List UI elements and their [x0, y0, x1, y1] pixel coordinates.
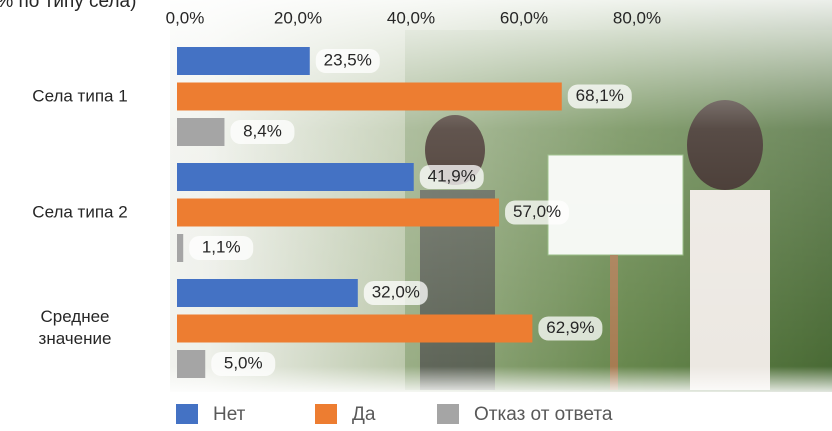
value-label: 23,5% [324, 50, 372, 69]
value-label: 57,0% [513, 202, 561, 221]
bar [177, 350, 205, 378]
value-label: 32,0% [372, 282, 420, 301]
legend-swatch [437, 404, 459, 424]
value-label: 62,9% [546, 318, 594, 337]
bar [177, 315, 532, 343]
legend-swatch [176, 404, 198, 424]
x-tick-label: 60,0% [500, 8, 548, 27]
y-tick-label: Села типа 1 [0, 85, 160, 108]
legend-label: Да [352, 404, 376, 425]
legend-swatch [315, 404, 337, 424]
legend-label: Отказ от ответа [474, 404, 613, 425]
value-label: 8,4% [243, 121, 282, 140]
value-label: 1,1% [202, 237, 241, 256]
x-tick-label: 80,0% [613, 8, 661, 27]
x-tick-label: 0,0% [166, 8, 205, 27]
x-tick-label: 40,0% [387, 8, 435, 27]
value-label: 5,0% [224, 353, 263, 372]
value-label: 68,1% [576, 86, 624, 105]
bar [177, 163, 414, 191]
bar [177, 234, 183, 262]
chart-title: (% по типу села) [0, 0, 136, 12]
bar [177, 83, 562, 111]
bar [177, 199, 499, 227]
chart-container: (% по типу села) 0,0% 20,0% 40,0% 60,0% 80,0… [0, 0, 832, 431]
y-tick-label: Села типа 2 [0, 201, 160, 224]
y-tick-label: Среднее значение [0, 306, 150, 352]
bar [177, 279, 358, 307]
legend-label: Нет [213, 404, 246, 425]
value-label: 41,9% [428, 166, 476, 185]
x-tick-label: 20,0% [274, 8, 322, 27]
bar [177, 118, 224, 146]
bar [177, 47, 310, 75]
